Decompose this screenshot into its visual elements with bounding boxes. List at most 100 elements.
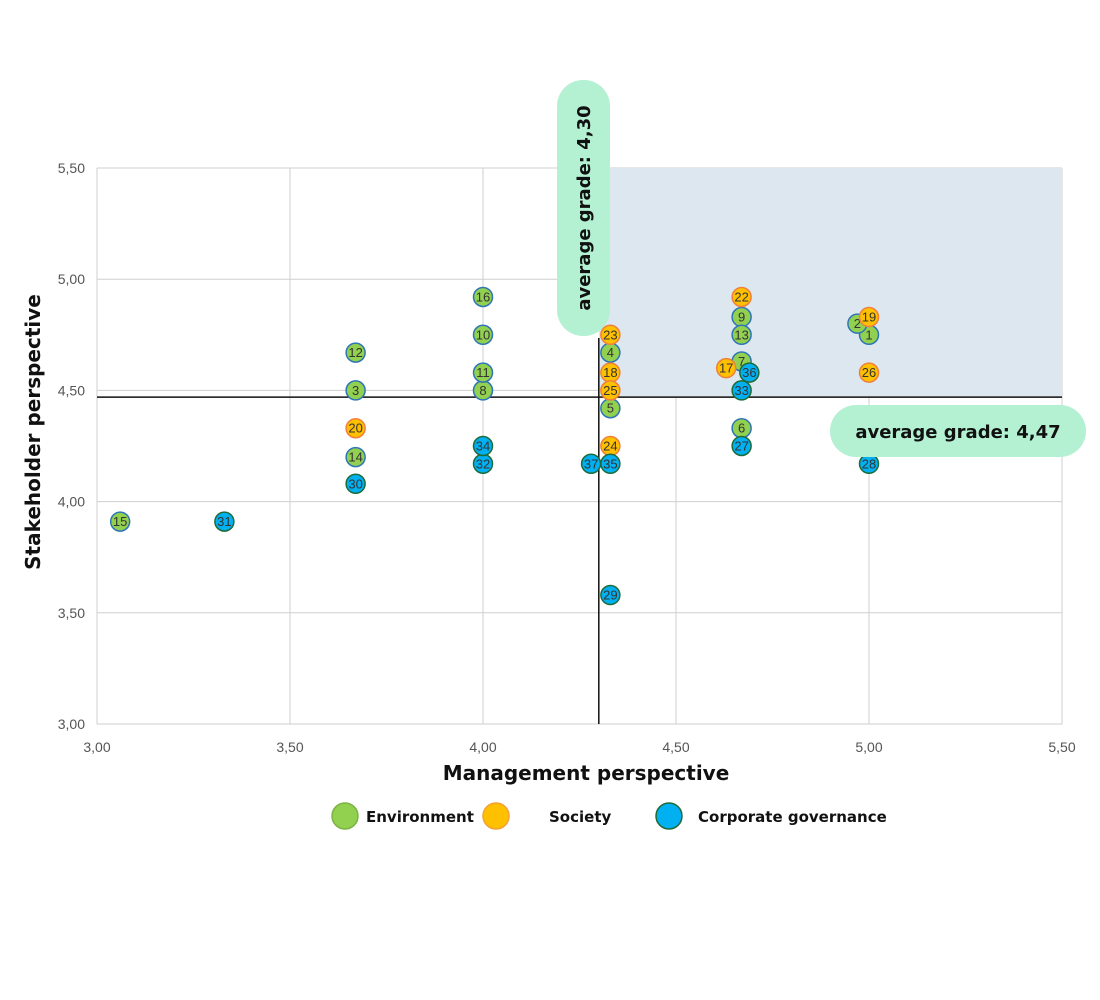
data-point: 4 (600, 342, 621, 363)
point-marker (472, 324, 494, 346)
point-marker (858, 362, 880, 383)
point-label: 20 (348, 421, 362, 436)
data-point: 34 (472, 435, 494, 457)
data-point: 13 (731, 324, 752, 346)
point-label: 33 (734, 383, 748, 398)
data-point: 3 (345, 380, 366, 401)
data-point: 22 (731, 286, 752, 308)
data-point: 25 (600, 380, 621, 401)
y-tick-label: 3,00 (58, 716, 85, 732)
legend-marker-environment (331, 802, 359, 830)
point-label: 12 (348, 345, 362, 360)
point-label: 16 (476, 289, 490, 304)
legend-label-corporate-governance: Corporate governance (698, 808, 887, 826)
legend-marker-corporate-governance (655, 802, 683, 830)
point-label: 29 (603, 588, 617, 603)
point-label: 9 (738, 310, 745, 325)
data-point: 24 (600, 435, 621, 457)
legend-label-environment: Environment (366, 808, 474, 826)
data-point: 17 (715, 357, 737, 379)
point-label: 2 (854, 316, 861, 331)
point-marker (715, 357, 737, 379)
point-label: 25 (603, 383, 617, 398)
point-marker (109, 511, 131, 532)
point-label: 37 (584, 456, 598, 471)
data-point: 9 (731, 306, 752, 328)
data-point: 30 (345, 473, 366, 495)
data-point: 23 (600, 324, 621, 346)
x-tick-label: 5,50 (1048, 739, 1075, 755)
vertical-average-annotation-box (557, 80, 610, 336)
point-marker (472, 435, 494, 457)
highlight-region (598, 168, 1062, 398)
data-point: 20 (345, 417, 366, 439)
data-point: 31 (214, 511, 235, 532)
point-label: 15 (113, 514, 127, 529)
data-point: 12 (345, 342, 366, 363)
points: 1234567891011121314151617181920222324252… (109, 286, 880, 606)
point-marker (214, 511, 235, 532)
point-label: 27 (734, 439, 748, 454)
point-marker (731, 380, 752, 401)
point-label: 19 (862, 310, 876, 325)
x-tick-label: 5,00 (855, 739, 882, 755)
point-label: 13 (734, 327, 748, 342)
data-point: 33 (731, 380, 752, 401)
data-point: 11 (472, 362, 494, 383)
x-axis-title: Management perspective (443, 761, 730, 785)
point-marker (731, 324, 752, 346)
annotations: average grade: 4,30 average grade: 4,47 (557, 80, 1086, 457)
point-label: 35 (603, 456, 617, 471)
point-label: 8 (479, 383, 486, 398)
y-tick-label: 3,50 (58, 605, 85, 621)
vertical-average-label: average grade: 4,30 (574, 105, 595, 310)
point-label: 14 (348, 450, 362, 465)
y-tick-label: 4,00 (58, 494, 85, 510)
data-point: 37 (580, 453, 602, 475)
point-marker (345, 417, 366, 439)
point-label: 6 (738, 421, 745, 436)
point-marker (731, 286, 752, 308)
point-label: 34 (476, 439, 490, 454)
reference-lines (97, 338, 1062, 724)
point-marker (600, 380, 621, 401)
data-point: 28 (858, 453, 880, 475)
point-marker (739, 362, 760, 383)
point-label: 28 (862, 456, 876, 471)
point-marker (345, 380, 366, 401)
highlight-region-rect (598, 168, 1062, 398)
tick-labels: 3,00 3,00 3,50 3,50 4,00 4,00 4,50 4,50 5,00 5,00… (58, 160, 1076, 755)
legend-label-society: Society (549, 808, 611, 826)
point-label: 36 (742, 365, 756, 380)
point-label: 32 (476, 456, 490, 471)
point-label: 10 (476, 327, 490, 342)
point-marker (858, 306, 880, 328)
data-point: 8 (472, 380, 494, 401)
legend-marker-society (482, 802, 510, 830)
y-tick-label: 4,50 (58, 382, 85, 398)
point-label: 18 (603, 365, 617, 380)
data-point: 19 (858, 306, 880, 328)
point-marker (345, 446, 366, 468)
point-marker (472, 286, 494, 308)
data-point: 32 (472, 453, 494, 475)
point-label: 4 (607, 345, 614, 360)
point-label: 24 (603, 439, 617, 454)
point-marker (580, 453, 602, 475)
x-tick-label: 3,50 (276, 739, 303, 755)
point-label: 26 (862, 365, 876, 380)
data-point: 6 (731, 417, 752, 439)
x-tick-label: 3,00 (83, 739, 110, 755)
point-label: 22 (734, 289, 748, 304)
legend: Environment Society Corporate governance (331, 802, 887, 830)
point-marker (345, 342, 366, 363)
y-tick-label: 5,00 (58, 271, 85, 287)
data-point: 26 (858, 362, 880, 383)
point-label: 30 (348, 476, 362, 491)
y-tick-label: 5,50 (58, 160, 85, 176)
point-marker (731, 435, 752, 457)
point-marker (345, 473, 366, 495)
data-point: 27 (731, 435, 752, 457)
horizontal-average-label: average grade: 4,47 (855, 422, 1060, 443)
point-label: 5 (607, 401, 614, 416)
